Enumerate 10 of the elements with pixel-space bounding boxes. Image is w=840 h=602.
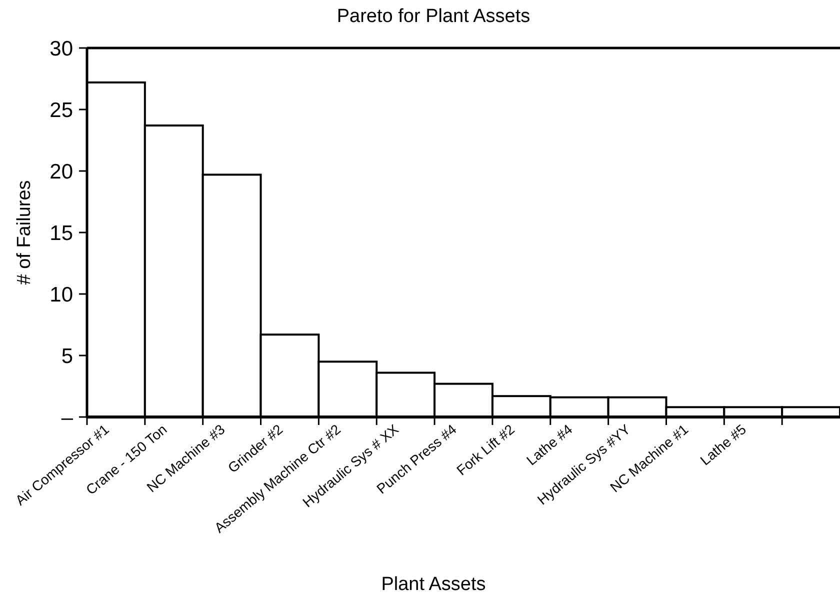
y-tick-label: 5 bbox=[61, 344, 73, 368]
y-tick-label: 25 bbox=[50, 98, 73, 122]
y-tick-label: 10 bbox=[50, 283, 73, 306]
y-tick-label: 30 bbox=[50, 37, 73, 60]
y-axis-title: # of Failures bbox=[14, 180, 35, 285]
y-tick-label: 20 bbox=[50, 160, 73, 184]
y-tick-label: 15 bbox=[50, 222, 73, 245]
x-axis-title: Plant Assets bbox=[381, 574, 486, 595]
y-tick-label: – bbox=[61, 406, 74, 430]
chart-title: Pareto for Plant Assets bbox=[336, 6, 530, 27]
